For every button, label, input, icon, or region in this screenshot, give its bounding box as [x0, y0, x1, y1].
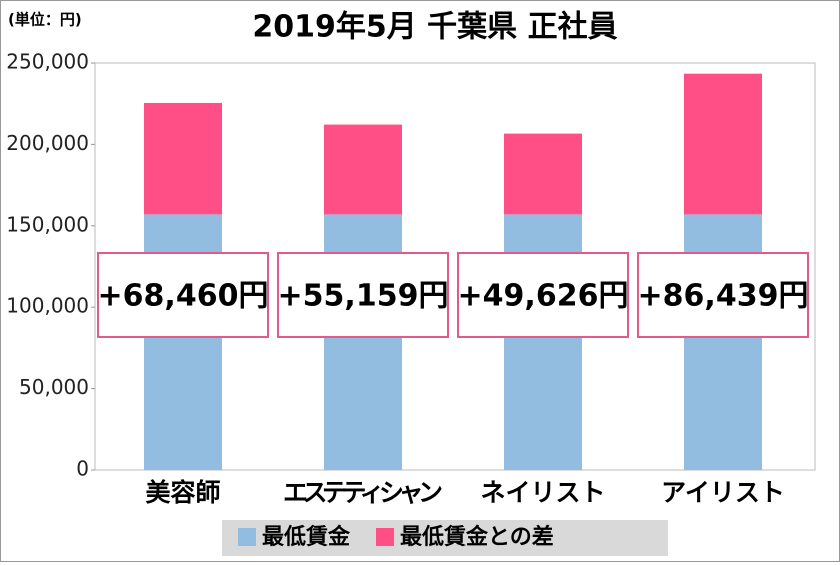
bar-segment: [324, 124, 402, 215]
bar-segment: [684, 73, 762, 215]
x-tick-label: エステティシャン: [283, 478, 443, 507]
data-label: +68,460円: [98, 279, 269, 314]
bar-segment: [504, 133, 582, 215]
y-tick-label: 0: [76, 457, 89, 481]
legend-label: 最低賃金との差: [400, 524, 554, 550]
label-box: [637, 252, 809, 338]
label-box: [97, 252, 269, 338]
x-tick-label: 美容師: [145, 478, 220, 507]
data-label: +86,439円: [638, 279, 809, 314]
x-tick-label: アイリスト: [661, 478, 785, 507]
chart-title: 2019年5月 千葉県 正社員: [252, 10, 617, 45]
data-label: +49,626円: [458, 279, 629, 314]
label-box: [457, 252, 629, 338]
y-tick-label: 50,000: [19, 375, 89, 399]
plot-area: [94, 62, 816, 471]
y-tick-label: 200,000: [6, 131, 89, 155]
unit-note: (単位：円): [8, 11, 82, 29]
y-tick-label: 150,000: [6, 212, 89, 236]
legend-swatch: [376, 528, 395, 546]
bar-segment: [144, 102, 222, 215]
legend-box: [222, 520, 668, 556]
x-tick-label: ネイリスト: [480, 478, 605, 507]
y-tick-label: 250,000: [6, 50, 89, 74]
legend-swatch: [238, 528, 256, 546]
legend-label: 最低賃金: [262, 524, 351, 550]
data-label: +55,159円: [278, 279, 449, 314]
label-box: [277, 252, 449, 338]
y-tick-label: 100,000: [6, 294, 89, 318]
